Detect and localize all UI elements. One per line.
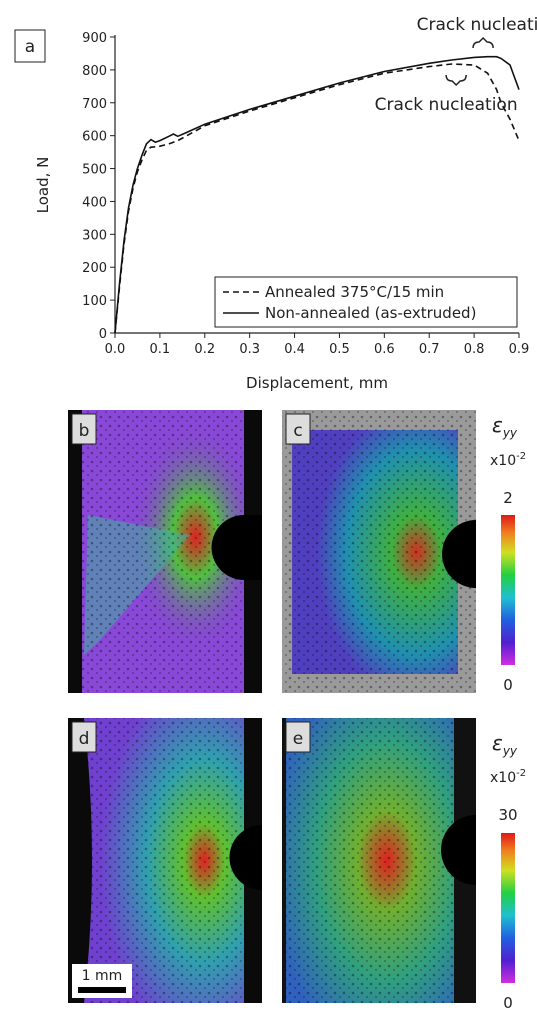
- colorbar-max: 2: [503, 489, 513, 507]
- x-tick-label: 0.1: [150, 342, 171, 357]
- x-axis-title: Displacement, mm: [246, 374, 388, 392]
- panel-label: d: [79, 729, 90, 749]
- panel-b: b: [68, 410, 262, 693]
- colorbar-multiplier: x10-2: [490, 451, 526, 469]
- y-tick-label: 200: [82, 261, 107, 276]
- y-tick-label: 300: [82, 228, 107, 243]
- brace: [445, 74, 467, 87]
- colorbar: εyy x10-2 30 0: [490, 731, 526, 1012]
- panel-label-box: [14, 29, 46, 63]
- symbol: ε: [492, 413, 503, 437]
- y-tick-label: 0: [99, 327, 107, 342]
- symbol: ε: [492, 731, 503, 755]
- colorbar: εyy x10-2 2 0: [490, 413, 526, 694]
- exponent: -2: [516, 768, 526, 779]
- panel-label: b: [79, 421, 90, 441]
- panel-e: e: [282, 718, 476, 1003]
- brace: [472, 36, 494, 49]
- y-tick-label: 500: [82, 163, 107, 178]
- colorbar-min: 0: [503, 994, 513, 1012]
- x-tick-label: 0.4: [284, 342, 305, 357]
- colorbar-max: 30: [498, 806, 517, 824]
- y-axis-title: Load, N: [34, 157, 52, 214]
- multiplier: x10: [490, 770, 516, 786]
- x-tick-label: 0.8: [464, 342, 485, 357]
- colorbar-multiplier: x10-2: [490, 768, 526, 786]
- colorbar-symbol: εyy: [492, 413, 518, 440]
- x-tick-label: 0.5: [329, 342, 350, 357]
- y-tick-label: 800: [82, 64, 107, 79]
- colorbar-min: 0: [503, 676, 513, 694]
- panel-label: c: [293, 421, 302, 441]
- panel-label: a: [25, 37, 35, 57]
- subscript: yy: [502, 426, 518, 440]
- x-tick-label: 0.3: [239, 342, 260, 357]
- x-tick-label: 0.0: [105, 342, 126, 357]
- subscript: yy: [502, 744, 518, 758]
- annotation: Crack nucleation: [375, 95, 518, 115]
- y-tick-label: 900: [82, 31, 107, 46]
- y-tick-label: 100: [82, 294, 107, 309]
- x-tick-label: 0.7: [419, 342, 440, 357]
- chart: 0 100 200 300 400 500 600 700 800 900 0.0 0.1 0.2 0.3…: [82, 15, 537, 357]
- x-tick-label: 0.2: [194, 342, 215, 357]
- colorbar-symbol: εyy: [492, 731, 518, 758]
- legend-box: [214, 276, 518, 328]
- multiplier: x10: [490, 453, 516, 469]
- y-tick-label: 600: [82, 130, 107, 145]
- legend-label: Annealed 375°C/15 min: [265, 283, 444, 301]
- annotation: Crack nucleation: [417, 15, 537, 35]
- panel-d: d 1 mm: [68, 718, 262, 1003]
- series-line: [114, 63, 520, 334]
- y-tick-label: 700: [82, 97, 107, 112]
- y-tick-label: 400: [82, 195, 107, 210]
- panel-label: e: [293, 729, 303, 749]
- scale-bar-label: 1 mm: [82, 968, 123, 984]
- x-tick-label: 0.9: [509, 342, 530, 357]
- series-line: [114, 55, 520, 334]
- legend-label: Non-annealed (as-extruded): [265, 304, 476, 322]
- x-tick-label: 0.6: [374, 342, 395, 357]
- panel-c: c: [282, 410, 476, 693]
- exponent: -2: [516, 451, 526, 462]
